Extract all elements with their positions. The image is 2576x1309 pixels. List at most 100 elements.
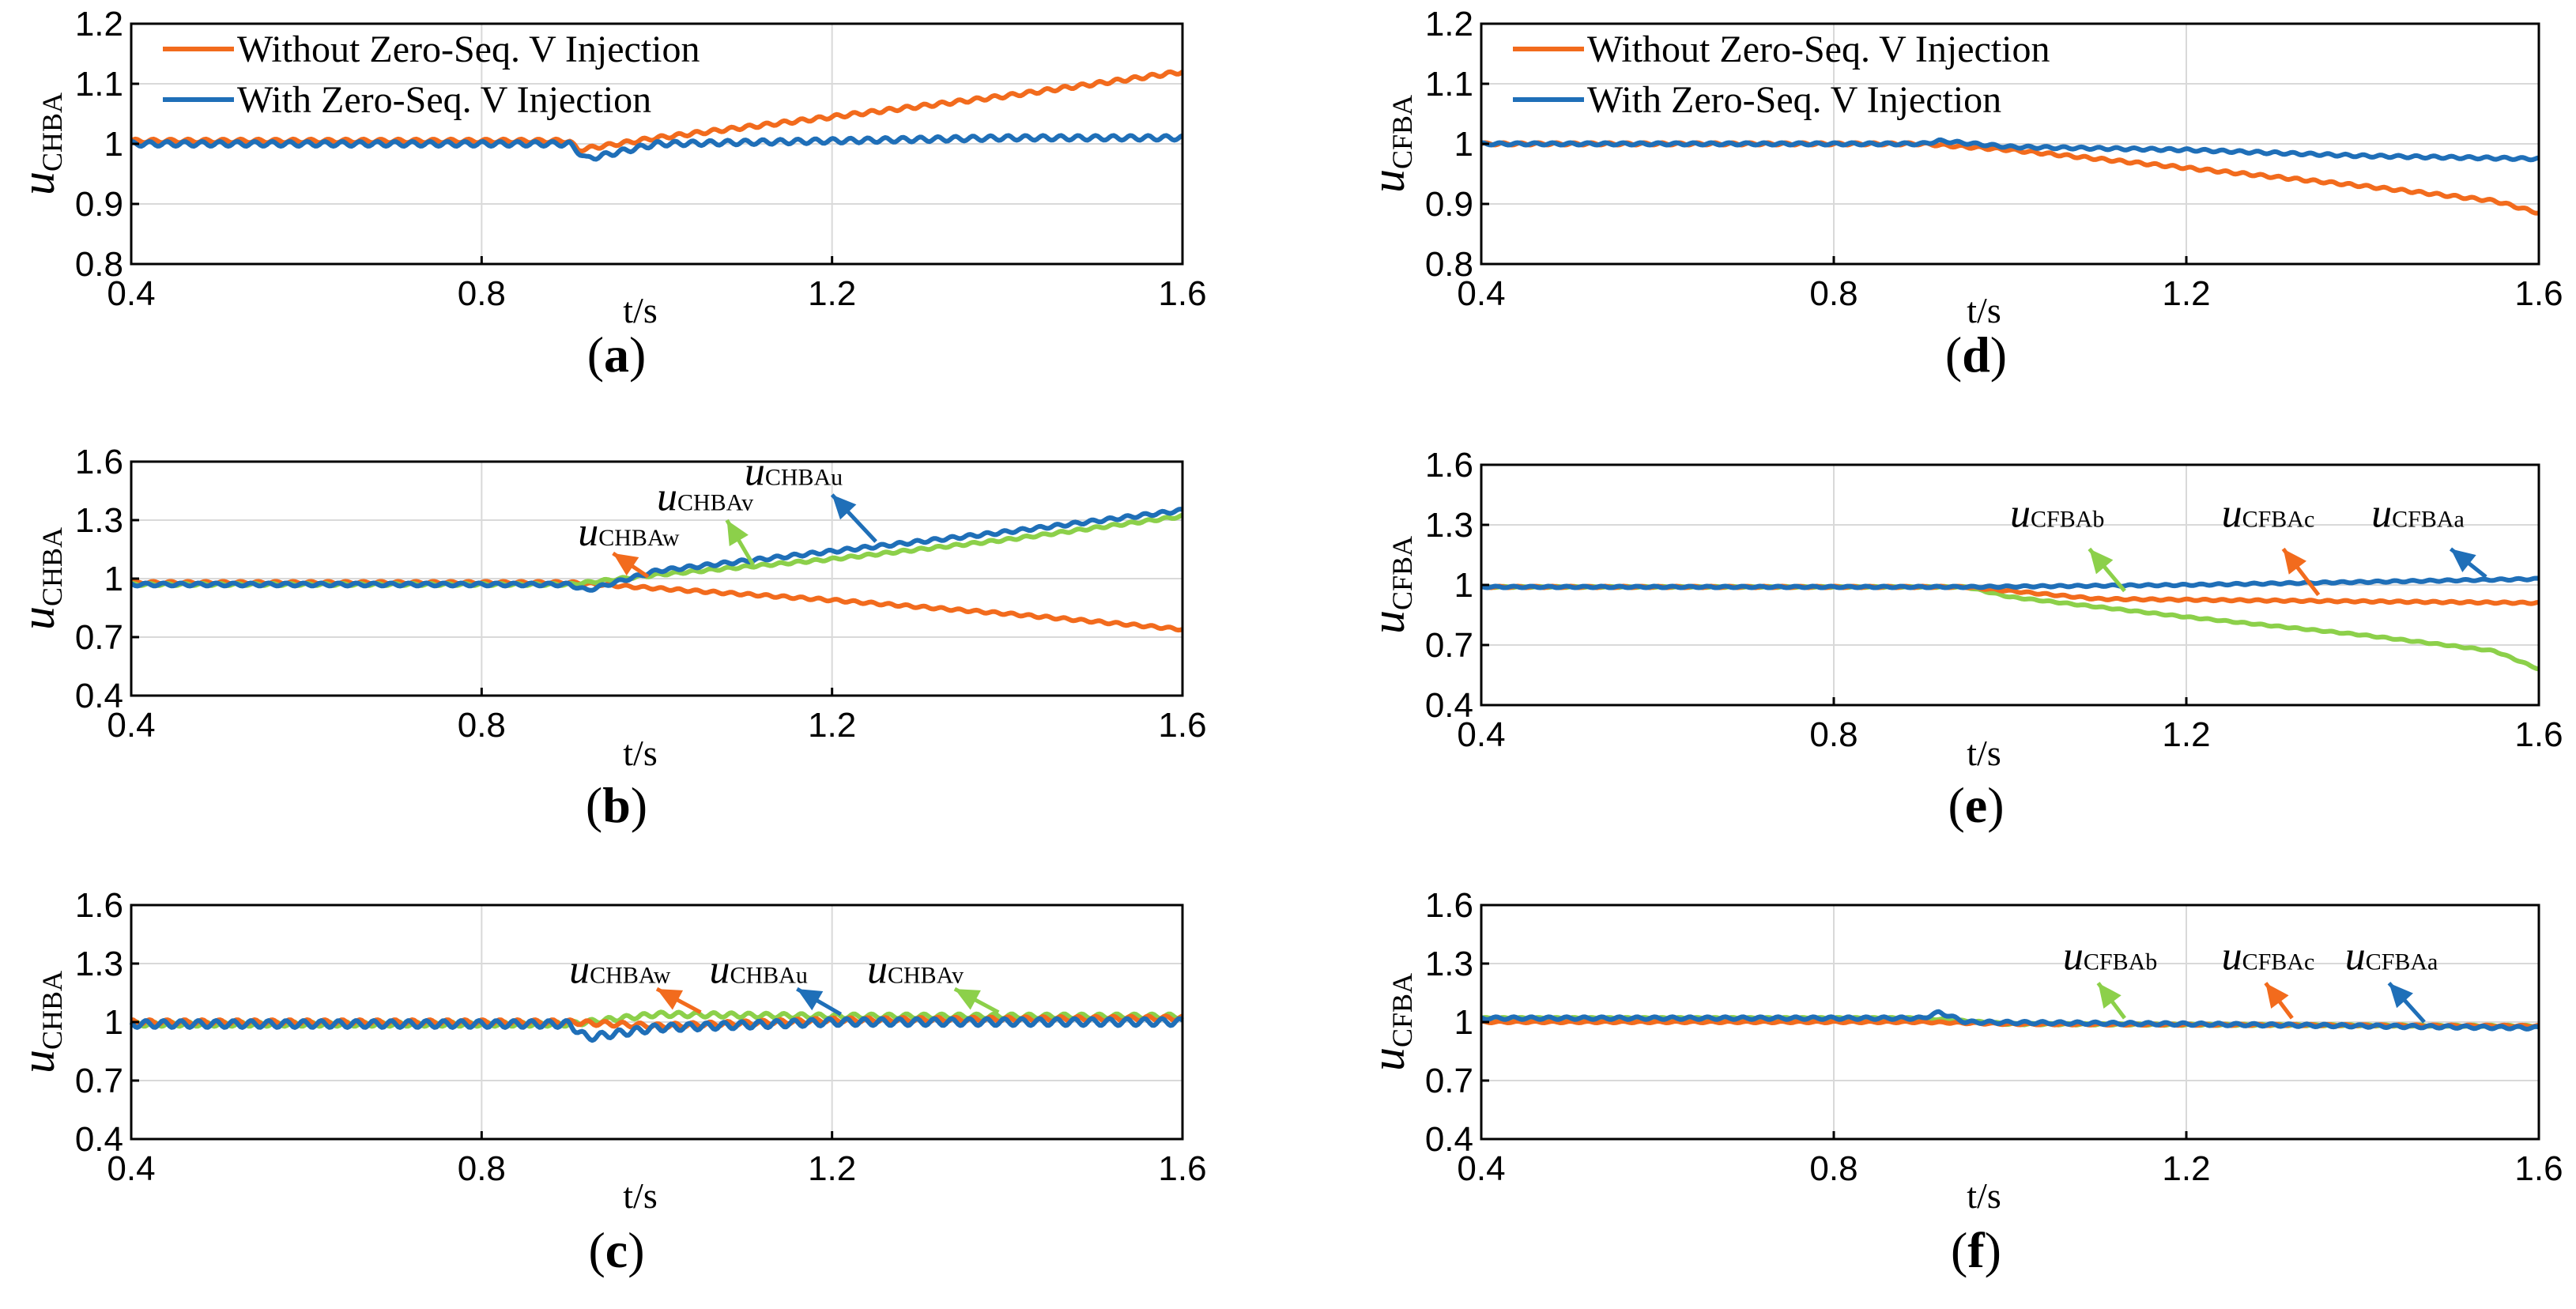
x-axis-label: t/s <box>623 733 657 773</box>
annotation: uCHBAv <box>867 948 1000 1014</box>
y-tick-label: 0.4 <box>75 1120 123 1159</box>
panel-label: (f) <box>1951 1222 2001 1278</box>
annotation-arrow-head <box>2283 549 2307 575</box>
annotation-label-subscript: CHBAw <box>590 963 671 989</box>
x-axis-label: t/s <box>1967 290 2001 330</box>
annotation-label-subscript: CHBAv <box>888 963 964 989</box>
annotation: uCHBAu <box>710 948 843 1017</box>
y-tick-label: 0.7 <box>75 618 123 657</box>
y-tick-label: 1 <box>1454 1003 1473 1042</box>
y-tick-label: 1.6 <box>75 443 123 481</box>
series-line-uchbau <box>130 507 1183 593</box>
panel-a: 0.4 0.8 1.2 1.60.80.911.11.2uCHBAt/s(a)With… <box>12 5 1207 383</box>
y-tick-label: 1 <box>104 560 123 598</box>
x-tick-label: 0.4 <box>107 1149 155 1188</box>
annotation-label: uCHBAw <box>569 948 671 993</box>
annotation: uCFBAc <box>2222 492 2321 597</box>
y-axis-label: uCFBA <box>1362 95 1418 193</box>
x-tick-label: 1.2 <box>808 706 856 745</box>
y-axis-label: uCFBA <box>1362 536 1418 634</box>
annotation: uCHBAw <box>569 948 702 1014</box>
panel-label-letter: c <box>605 1222 628 1278</box>
annotation: uCFBAa <box>2371 492 2487 579</box>
x-tick-label: 1.6 <box>1158 706 1206 745</box>
y-tick-label: 1.1 <box>75 65 123 104</box>
y-tick-label: 0.4 <box>1425 1120 1473 1159</box>
legend-entry: With Zero-Seq. V Injection <box>1587 79 2001 121</box>
y-axis-label-subscript: CHBA <box>36 527 68 606</box>
y-tick-label: 0.8 <box>75 245 123 284</box>
panel-f: 0.4 0.8 1.2 1.60.40.711.31.6uCFBAt/s(f)uCFB… <box>1362 886 2563 1278</box>
panel-label-letter: e <box>1965 777 1987 833</box>
x-tick-label: 1.2 <box>808 1149 856 1188</box>
legend-entry: Without Zero-Seq. V Injection <box>1587 28 2050 70</box>
y-tick-label: 1.2 <box>75 5 123 43</box>
annotation-label: uCHBAv <box>867 948 964 993</box>
series-line-uchbau <box>129 1016 1184 1043</box>
panel-label: (a) <box>587 326 647 383</box>
series-line-uchbaw <box>130 579 1183 633</box>
x-tick-label: 0.4 <box>107 274 155 313</box>
panel-d: 0.4 0.8 1.2 1.60.80.911.11.2uCFBAt/s(d)With… <box>1362 5 2563 383</box>
annotation-label-main: u <box>2345 934 2366 979</box>
panel-label: (c) <box>588 1222 644 1278</box>
panel-e: 0.4 0.8 1.2 1.60.40.711.31.6uCFBAt/s(e)uCFB… <box>1362 446 2563 833</box>
y-tick-label: 1.6 <box>1425 446 1473 485</box>
annotation-label-main: u <box>569 948 590 993</box>
x-tick-label: 1.6 <box>2514 1149 2563 1188</box>
annotation-arrow-head <box>2265 983 2289 1009</box>
y-axis-label-subscript: CFBA <box>1386 536 1418 610</box>
annotation: uCFBAb <box>2063 934 2157 1020</box>
annotation-arrow-head <box>2089 549 2114 575</box>
legend: Without Zero-Seq. V Injection With Zero-S… <box>163 28 700 121</box>
x-axis-label: t/s <box>623 1175 657 1216</box>
annotation-label-main: u <box>578 510 598 555</box>
y-tick-label: 0.8 <box>1425 245 1473 284</box>
annotation-arrow-head <box>2098 983 2122 1009</box>
annotation-label-subscript: CFBAb <box>2084 949 2157 975</box>
x-tick-label: 0.8 <box>1809 1149 1858 1188</box>
panel-label-paren-close: ) <box>1990 326 2007 383</box>
legend: Without Zero-Seq. V Injection With Zero-S… <box>1513 28 2050 121</box>
annotation-label: uCFBAc <box>2222 492 2315 537</box>
series-line-ucfbaa <box>1480 1009 2540 1032</box>
x-tick-label: 1.6 <box>1158 274 1206 313</box>
annotation-label-subscript: CFBAc <box>2242 949 2315 975</box>
y-tick-label: 1.6 <box>75 886 123 925</box>
panel-label-paren-close: ) <box>628 1222 644 1278</box>
panel-label-letter: f <box>1967 1222 1985 1278</box>
annotation-label-main: u <box>710 948 730 993</box>
y-axis-label: uCHBA <box>12 971 68 1073</box>
panel-label-paren-close: ) <box>1985 1222 2001 1278</box>
y-tick-label: 1.3 <box>75 501 123 540</box>
y-axis-label-main: u <box>1362 169 1414 193</box>
annotation-arrow-head <box>2389 983 2413 1009</box>
y-tick-label: 0.7 <box>75 1062 123 1100</box>
panel-label-paren-close: ) <box>631 777 647 833</box>
annotation-label-main: u <box>867 948 888 993</box>
y-axis-label-subscript: CHBA <box>36 92 68 172</box>
annotation-arrow-head <box>797 989 824 1011</box>
y-axis-label-main: u <box>12 1050 64 1073</box>
x-tick-label: 0.4 <box>1457 1149 1505 1188</box>
panel-label-letter: a <box>604 326 629 383</box>
x-tick-label: 0.8 <box>458 1149 506 1188</box>
x-tick-label: 0.4 <box>1457 715 1505 754</box>
y-axis-label-subscript: CFBA <box>1386 973 1418 1047</box>
panel-label-paren-open: ( <box>1948 777 1964 833</box>
annotation-label-subscript: CHBAv <box>677 490 753 516</box>
annotation-label: uCFBAc <box>2222 934 2315 979</box>
y-axis-label-main: u <box>12 606 64 630</box>
annotation-arrow-head <box>613 553 639 576</box>
annotation: uCHBAu <box>745 450 877 543</box>
annotation: uCFBAa <box>2345 934 2438 1024</box>
annotation: uCHBAv <box>657 475 756 566</box>
panel-label: (e) <box>1948 777 2004 833</box>
annotation-label-main: u <box>2371 492 2392 537</box>
annotation-label: uCHBAw <box>578 510 680 555</box>
y-tick-label: 1 <box>104 125 123 164</box>
annotation-label-main: u <box>2063 934 2084 979</box>
annotation-label-subscript: CFBAc <box>2242 507 2315 533</box>
y-axis-label: uCHBA <box>12 92 68 195</box>
